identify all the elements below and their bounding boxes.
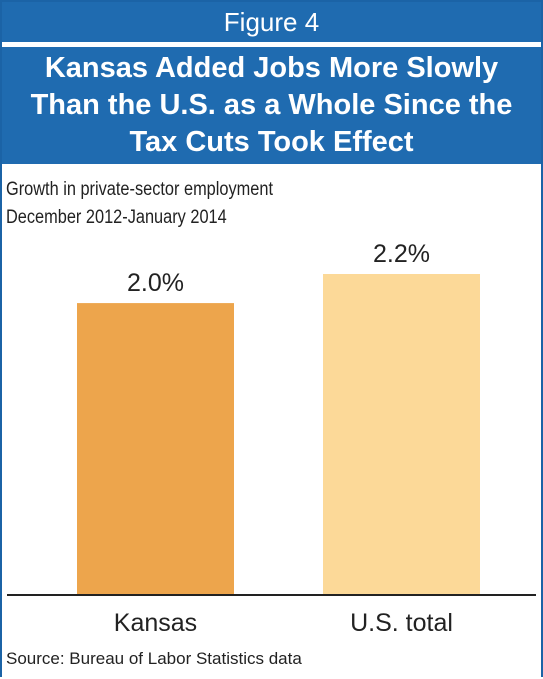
category-tick-label: U.S. total [350,609,453,637]
chart-subtitle-line-2: December 2012-January 2014 [6,207,227,228]
chart-subtitle-line-1: Growth in private-sector employment [6,179,273,200]
category-tick-label: Kansas [114,609,197,637]
bar-chart: 2.0% Kansas 2.2% U.S. total [7,240,536,637]
chart-panel: Growth in private-sector employment Dece… [2,164,541,679]
source-note: Source: Bureau of Labor Statistics data [6,649,302,668]
bar-u-s-total [323,274,480,594]
bar-value-label: 2.2% [373,240,430,268]
bar-value-label: 2.0% [127,269,184,297]
chart-title: Kansas Added Jobs More Slowly Than the U… [30,51,513,158]
figure-number: Figure 4 [223,7,320,37]
figure-header: Figure 4 Kansas Added Jobs More Slowly T… [2,2,541,164]
bar-kansas [77,303,234,594]
header-divider [2,42,541,47]
